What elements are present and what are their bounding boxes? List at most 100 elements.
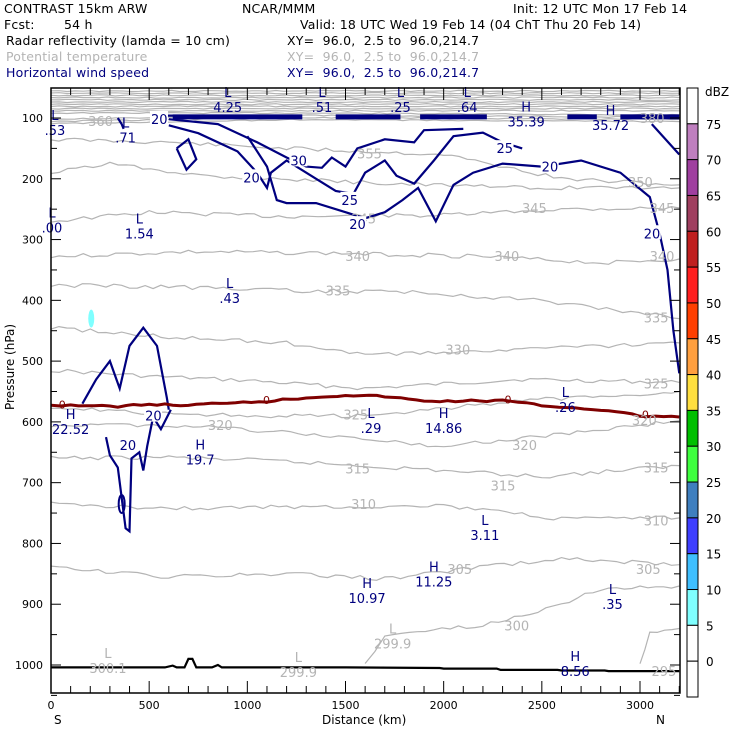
theta-label: 325 xyxy=(644,378,669,393)
theta-label: 350 xyxy=(628,176,653,191)
wind-contour xyxy=(81,325,170,410)
wind-speed-label: 20 xyxy=(542,160,559,175)
wind-contour xyxy=(175,137,198,172)
extremum-value: .25 xyxy=(390,101,411,116)
label-bg xyxy=(144,407,163,422)
wind-speed-label: 30 xyxy=(290,154,307,169)
theta-contour-strat xyxy=(50,107,681,110)
extremum-value: 14.86 xyxy=(425,422,462,437)
theta-label: 320 xyxy=(208,419,233,434)
theta-label: 320 xyxy=(632,414,657,429)
low-marker: L xyxy=(481,514,489,529)
colorbar-level-label: 65 xyxy=(706,189,721,203)
wind-speed-label: 20 xyxy=(349,218,366,233)
label-bg xyxy=(289,152,308,167)
y-tick-label: 600 xyxy=(22,416,43,429)
jet-core-band xyxy=(420,114,487,120)
contour-labels: 3803603553503453453453403403403353353303… xyxy=(88,111,676,680)
theta-label: 295 xyxy=(652,665,677,680)
jet-core-band xyxy=(651,114,680,120)
extremum-value: 22.52 xyxy=(52,423,89,438)
low-marker: L xyxy=(562,386,570,401)
extrema-labels: L4.25L.51L.25L.64L.71L.53H35.39H35.72L1.… xyxy=(42,86,630,681)
colorbar-swatch xyxy=(686,517,699,555)
field-wind-xy: XY= 96.0, 2.5 to 96.0,214.7 xyxy=(287,65,480,80)
jet-core-band xyxy=(620,114,652,120)
wind-speed-label: 20 xyxy=(151,113,168,128)
theta-label: 310 xyxy=(351,498,376,513)
high-marker: H xyxy=(439,407,449,422)
x-tick-label: 500 xyxy=(139,699,160,712)
extremum-value: .35 xyxy=(602,598,623,613)
colorbar-swatch xyxy=(686,553,699,591)
theta-contour xyxy=(50,368,680,391)
theta-label: 345 xyxy=(522,202,547,217)
colorbar-level-label: 40 xyxy=(706,369,721,383)
high-marker: H xyxy=(429,561,439,576)
freezing-level-label: 0 xyxy=(59,398,66,411)
theta-contour xyxy=(50,283,680,320)
low-marker: L xyxy=(397,86,405,101)
low-marker: L xyxy=(122,116,130,131)
extremum-value: .71 xyxy=(115,131,136,146)
theta-contour xyxy=(639,627,680,664)
colorbar-swatch xyxy=(686,481,699,519)
theta-label: 305 xyxy=(636,563,661,578)
extremum-value: .00 xyxy=(42,221,63,236)
forecast-label: Fcst: xyxy=(4,17,35,32)
theta-label: 300 xyxy=(504,619,529,634)
theta-contour xyxy=(50,325,680,357)
jet-core-band xyxy=(335,114,401,120)
theta-label: 310 xyxy=(644,514,669,529)
label-bg xyxy=(118,436,137,451)
y-tick-label: 300 xyxy=(22,234,43,247)
x-tick-label: 1000 xyxy=(233,699,261,712)
theta-contour xyxy=(364,585,680,664)
colorbar-swatch xyxy=(686,266,699,304)
x-tick-label: 0 xyxy=(48,699,55,712)
theta-contour-strat xyxy=(50,109,681,113)
colorbar-level-label: 75 xyxy=(706,118,721,132)
theta-contour-strat xyxy=(50,89,681,93)
y-tick-label: 100 xyxy=(22,112,43,125)
colorbar-level-label: 20 xyxy=(706,512,721,526)
theta-contour-strat xyxy=(50,102,681,106)
colorbar-level-label: 55 xyxy=(706,261,721,275)
label-bg xyxy=(149,111,168,125)
terrain-line xyxy=(51,657,680,673)
colorbar-swatch xyxy=(686,338,699,376)
theta-contour-strat xyxy=(50,94,681,97)
theta-label: 360 xyxy=(88,115,113,130)
low-marker: L xyxy=(367,407,375,422)
field-theta-xy: XY= 96.0, 2.5 to 96.0,214.7 xyxy=(287,49,480,64)
wind-speed-label: 20 xyxy=(145,410,162,425)
wind-speed-label: 25 xyxy=(341,194,358,209)
extremum-value: 35.39 xyxy=(508,116,545,131)
theta-contour xyxy=(50,161,680,191)
label-bg xyxy=(242,169,261,184)
low-marker: L xyxy=(48,206,56,221)
model-title: CONTRAST 15km ARW xyxy=(4,1,148,16)
theta-contour xyxy=(50,455,680,479)
x-axis-label: Distance (km) xyxy=(322,713,406,727)
colorbar-level-label: 50 xyxy=(706,297,721,311)
colorbar-level-label: 15 xyxy=(706,548,721,562)
colorbar-level-label: 70 xyxy=(706,154,721,168)
extremum-value: 35.72 xyxy=(592,119,629,134)
theta-label: 380 xyxy=(640,112,665,127)
low-marker: L xyxy=(51,109,59,124)
colorbar-level-label: 35 xyxy=(706,404,721,418)
theta-contour xyxy=(50,501,680,521)
theta-label: 340 xyxy=(650,250,675,265)
jet-core-band xyxy=(567,114,597,120)
theta-label: 305 xyxy=(447,563,472,578)
wind-speed-label: 20 xyxy=(120,439,137,454)
freezing-level: 0 0 0 0 xyxy=(50,393,680,422)
extremum-value: 1.54 xyxy=(125,227,154,242)
theta-label: 315 xyxy=(345,463,370,478)
theta-contour-strat xyxy=(50,105,681,108)
field-wind-name: Horizontal wind speed xyxy=(6,65,150,80)
field-reflectivity-xy: XY= 96.0, 2.5 to 96.0,214.7 xyxy=(287,33,480,48)
colorbar-level-label: 5 xyxy=(706,619,714,633)
